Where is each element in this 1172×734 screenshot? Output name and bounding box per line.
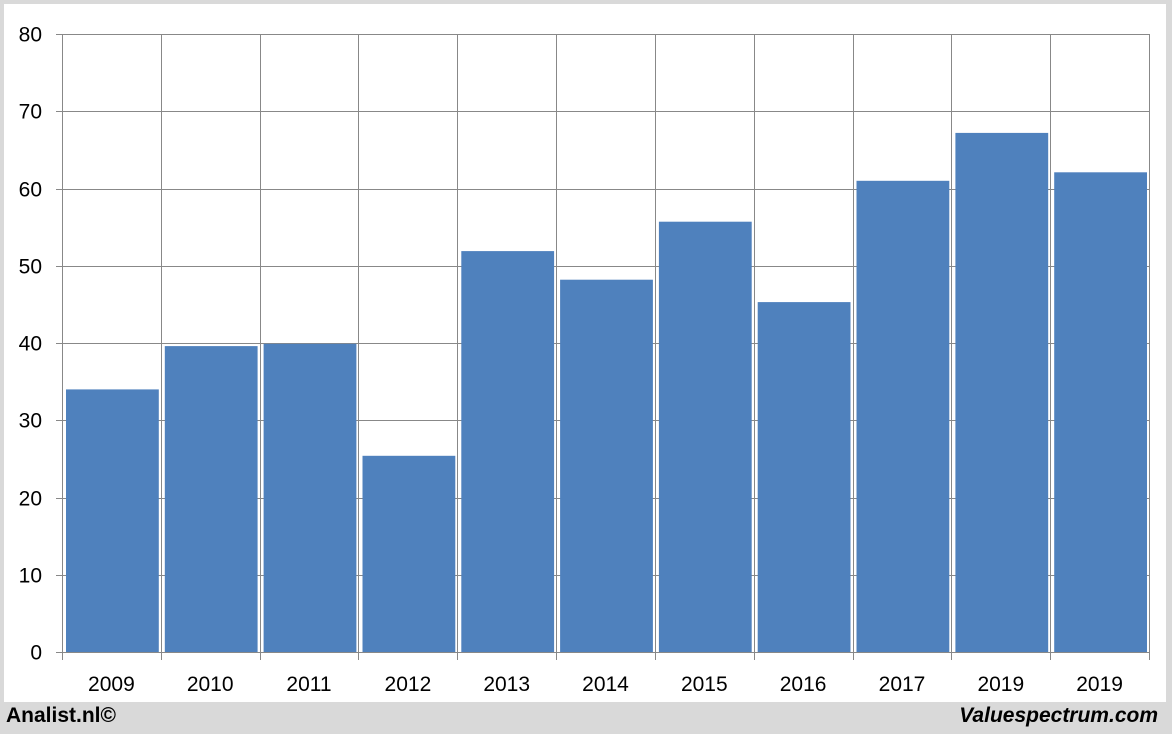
x-tick-label: 2010 xyxy=(187,673,234,696)
bars xyxy=(66,132,1147,653)
x-tick-label: 2013 xyxy=(483,673,530,696)
chart-area: 0 10 20 30 40 50 60 70 80 2009 2010 2011 2012 2013 20… xyxy=(4,4,1166,702)
x-tick-label: 2009 xyxy=(88,673,135,696)
y-tick-label: 70 xyxy=(19,101,42,124)
y-tick-labels: 0 10 20 30 40 50 60 70 80 xyxy=(19,24,42,665)
y-tick-label: 10 xyxy=(19,565,42,588)
bar-2019-10 xyxy=(1054,172,1147,653)
bar-2015-6 xyxy=(658,221,752,652)
bar-2012-3 xyxy=(362,455,456,652)
x-tick-label: 2011 xyxy=(286,673,331,696)
y-tick-label: 80 xyxy=(19,24,42,47)
x-tick-label: 2019 xyxy=(977,673,1024,696)
y-tick-label: 60 xyxy=(19,179,42,202)
source-credit-left: Analist.nl© xyxy=(6,704,116,727)
bar-2016-7 xyxy=(757,302,851,652)
axes xyxy=(56,34,1149,653)
bar-2017-8 xyxy=(856,180,950,653)
y-tick-label: 40 xyxy=(19,333,42,356)
bar-2009-0 xyxy=(66,389,159,652)
x-tick-labels: 2009 2010 2011 2012 2013 2014 2015 2016 2017 2019… xyxy=(88,673,1123,696)
x-tick-label: 2017 xyxy=(879,673,926,696)
bar-2014-5 xyxy=(560,279,653,652)
bar-2011-2 xyxy=(263,343,357,652)
source-credit-right: Valuespectrum.com xyxy=(959,704,1158,727)
y-tick-label: 20 xyxy=(19,488,42,511)
x-tick-label: 2019 xyxy=(1076,673,1123,696)
x-tick-label: 2012 xyxy=(385,673,432,696)
y-tick-label: 50 xyxy=(19,256,42,279)
bar-2019-9 xyxy=(955,132,1049,652)
x-tick-label: 2016 xyxy=(780,673,827,696)
x-tick-label: 2014 xyxy=(582,673,629,696)
bar-2013-4 xyxy=(461,251,555,652)
y-tick-label: 30 xyxy=(19,410,42,433)
x-tick-label: 2015 xyxy=(681,673,728,696)
y-tick-label: 0 xyxy=(30,642,42,665)
bar-2010-1 xyxy=(164,346,258,652)
